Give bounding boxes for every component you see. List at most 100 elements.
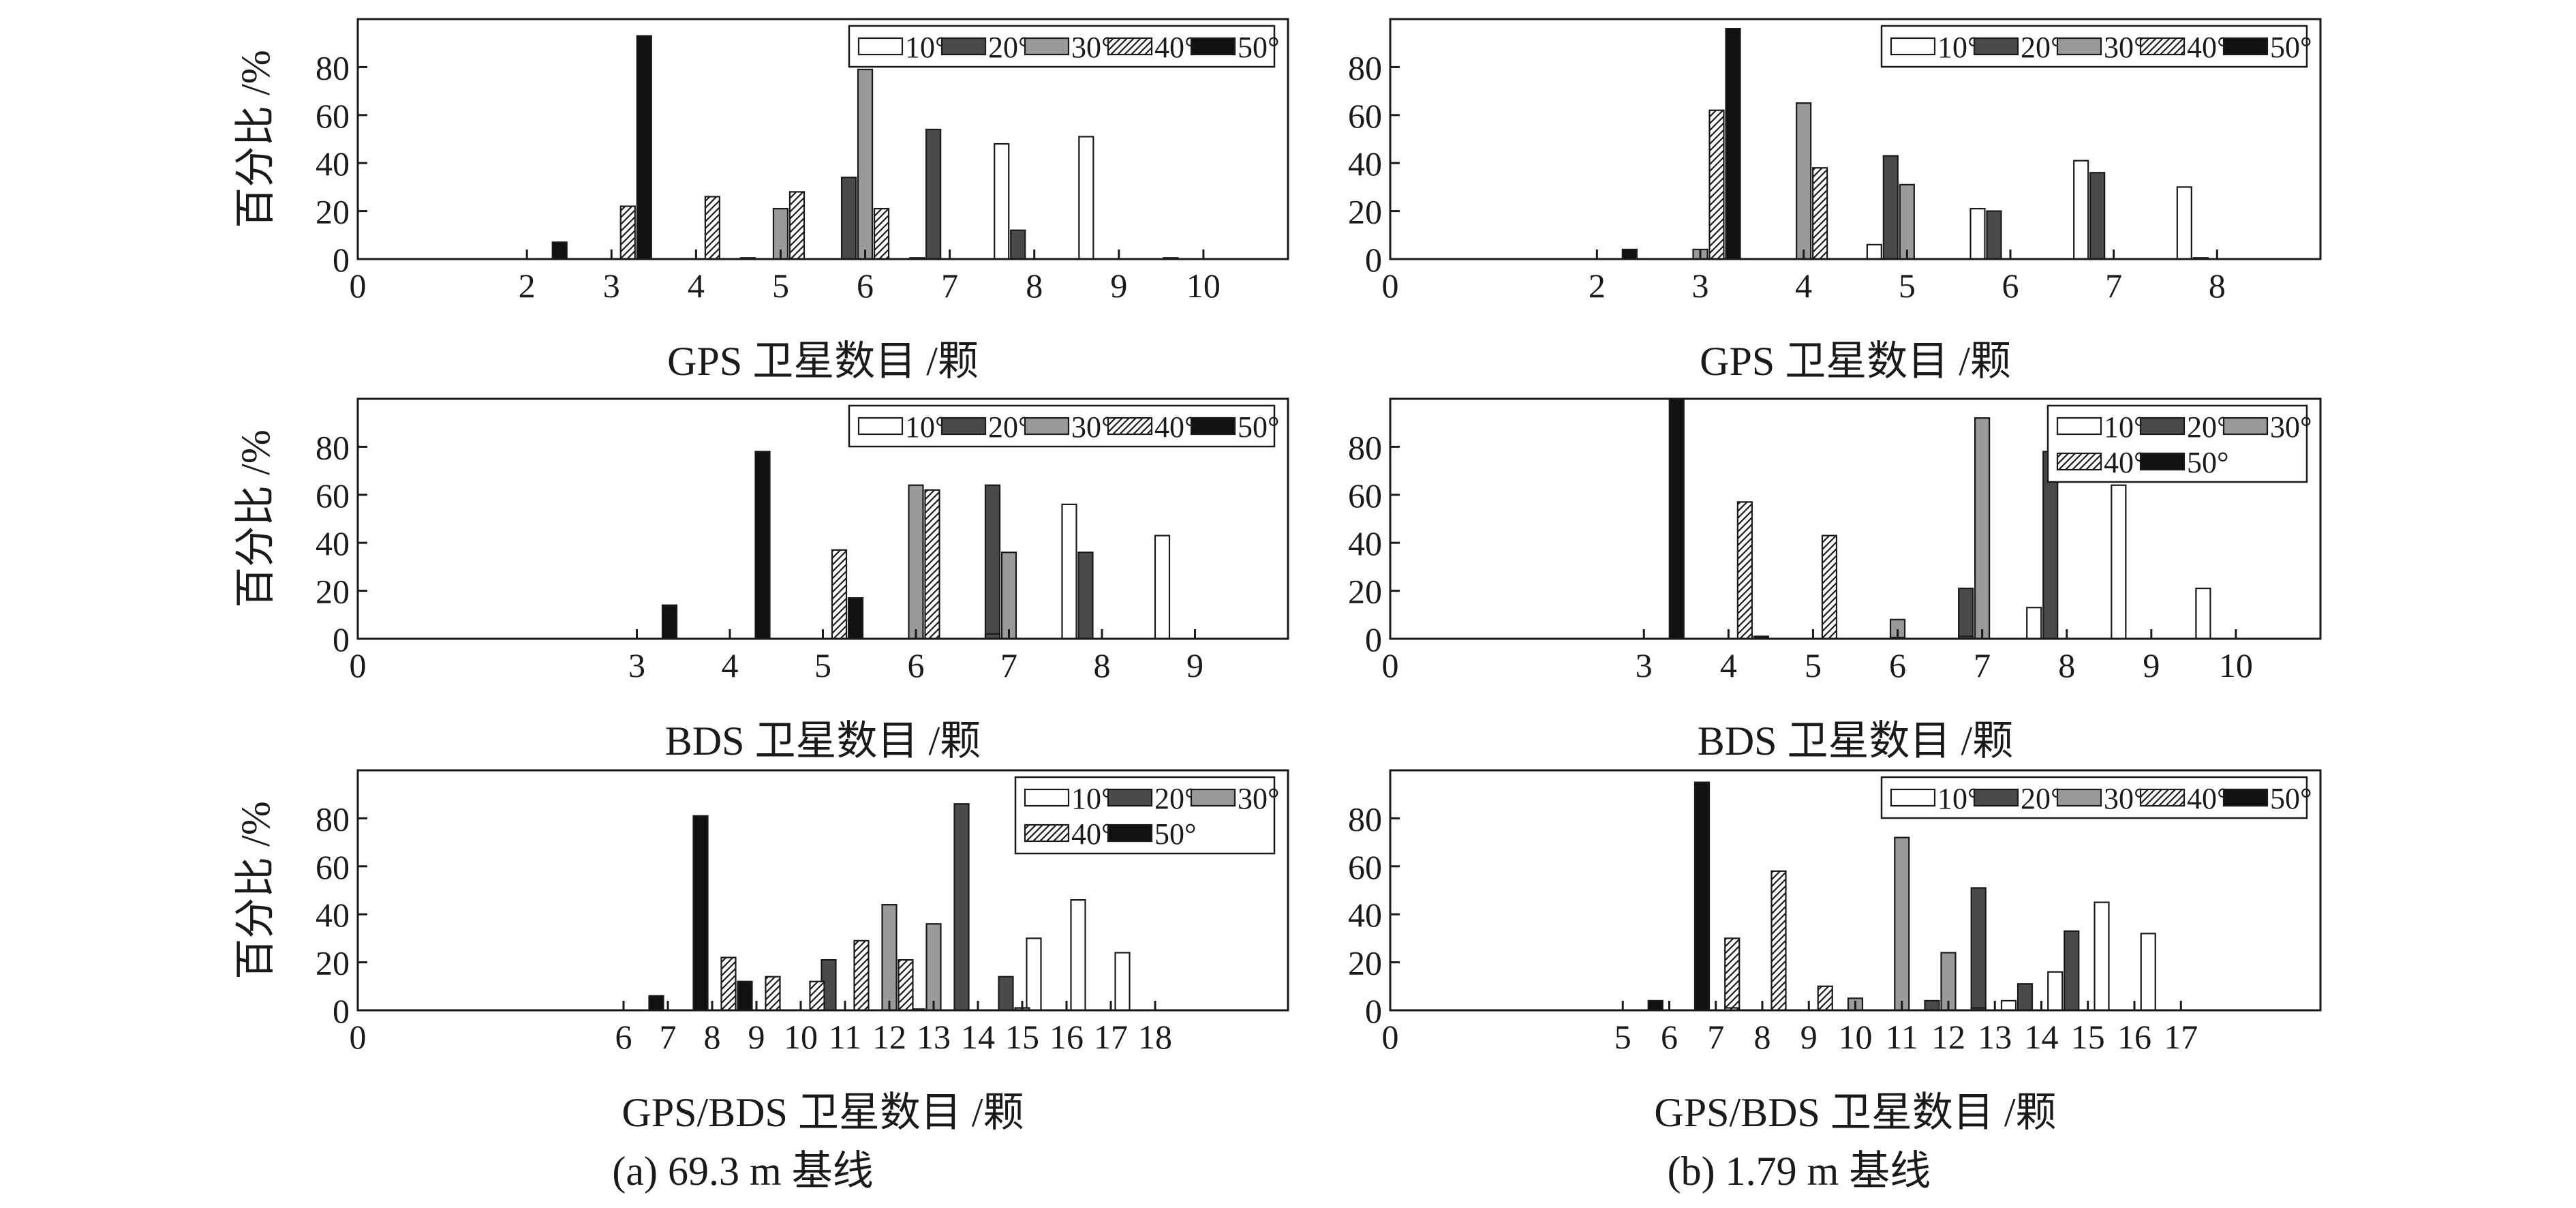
- legend-swatch-40: [1107, 417, 1153, 436]
- legend-swatch-10: [1024, 788, 1070, 807]
- x-tick-label: 0: [1382, 1018, 1399, 1056]
- y-tick-label: 60: [1348, 97, 1382, 135]
- legend-label-40: 40°: [2187, 782, 2229, 815]
- legend-swatch-50: [1190, 37, 1236, 56]
- legend-b-gps: 10° 20° 30° 40° 50°: [1880, 25, 2312, 68]
- bar-b-gps-20-x6: [1986, 210, 2002, 260]
- legend-label-30: 30°: [1071, 410, 1114, 444]
- bar-b-bds-40-x5: [1821, 534, 1838, 640]
- legend-label-20: 20°: [2187, 410, 2229, 444]
- legend-a-gps: 10° 20° 30° 40° 50°: [848, 25, 1280, 68]
- bar-b-bds-10-x9: [2111, 484, 2127, 640]
- legend-label-10: 10°: [905, 410, 947, 444]
- legend-swatch-10: [2056, 417, 2102, 436]
- bar-a-gpsbds-50-x7: [692, 815, 709, 1012]
- bar-a-gpsbds-40-x12: [898, 958, 914, 1012]
- y-tick-label: 60: [316, 848, 350, 886]
- bar-a-bds-30-x7: [1000, 552, 1017, 640]
- bar-b-gpsbds-10-x15: [2047, 971, 2064, 1012]
- bar-b-gps-30-x4: [1796, 102, 1812, 260]
- x-tick-label: 6: [2002, 267, 2019, 305]
- bar-a-gps-40-x4: [704, 196, 720, 260]
- y-tick-label: 40: [1348, 145, 1382, 183]
- x-tick-label: 5: [772, 267, 789, 305]
- legend-label-10: 10°: [1071, 782, 1114, 815]
- bar-b-gpsbds-40-x7: [1724, 937, 1741, 1012]
- legend-label-50: 50°: [2187, 446, 2229, 479]
- x-tick-label: 10: [2219, 646, 2253, 684]
- x-axis-label: GPS 卫星数目 /颗: [1700, 339, 2011, 384]
- legend-swatch-50: [1190, 417, 1236, 436]
- x-tick-label: 2: [1589, 267, 1606, 305]
- bar-b-gpsbds-40-x9: [1817, 985, 1833, 1012]
- bar-a-bds-30-x6: [908, 484, 924, 640]
- bar-a-bds-20-x8: [1077, 552, 1094, 640]
- legend-label-20: 20°: [1154, 782, 1197, 815]
- legend-swatch-50: [2222, 37, 2269, 56]
- x-tick-label: 18: [1138, 1018, 1172, 1056]
- x-tick-label: 0: [350, 267, 367, 305]
- x-tick-label: 17: [1094, 1018, 1128, 1056]
- plot-frame: [1389, 397, 2322, 640]
- x-tick-label: 6: [857, 267, 874, 305]
- bar-b-gpsbds-20-x14: [2017, 983, 2034, 1012]
- legend-swatch-20: [940, 37, 987, 56]
- legend-label-40: 40°: [1154, 31, 1197, 64]
- x-tick-label: 9: [1110, 267, 1127, 305]
- bar-a-bds-50-x4: [754, 451, 771, 640]
- legend-swatch-30: [2222, 417, 2269, 436]
- bar-b-gpsbds-40-x8: [1770, 870, 1787, 1012]
- x-tick-label: 0: [1382, 646, 1399, 684]
- x-tick-label: 13: [1978, 1018, 2012, 1056]
- bar-a-gps-20-x7: [925, 128, 942, 260]
- x-tick-label: 6: [1889, 646, 1906, 684]
- bar-a-gps-10-x8: [994, 142, 1010, 260]
- plot-frame: [1389, 18, 2322, 260]
- legend-swatch-50: [2222, 788, 2269, 807]
- y-axis-label: 百分比 /%: [233, 801, 278, 980]
- bar-a-gpsbds-40-x8: [720, 956, 737, 1012]
- bar-a-gps-30-x6: [857, 68, 874, 260]
- legend-label-50: 50°: [1238, 31, 1280, 64]
- legend-swatch-50: [2139, 452, 2186, 471]
- x-tick-label: 7: [2105, 267, 2122, 305]
- y-tick-label: 0: [333, 992, 350, 1030]
- x-tick-label: 3: [628, 646, 645, 684]
- bar-a-gpsbds-10-x18: [1114, 952, 1131, 1012]
- legend-swatch-50: [1107, 824, 1153, 843]
- y-tick-label: 40: [316, 524, 350, 562]
- y-tick-label: 20: [316, 573, 350, 611]
- bar-b-gps-10-x5: [1866, 243, 1882, 260]
- bar-a-gpsbds-20-x15: [998, 976, 1014, 1012]
- bar-a-bds-40-x5: [831, 549, 848, 640]
- legend-swatch-40: [1024, 824, 1070, 843]
- bar-b-gpsbds-50-x5: [1647, 999, 1663, 1012]
- bar-a-gpsbds-30-x13: [925, 923, 942, 1012]
- bar-a-gpsbds-40-x10: [809, 980, 825, 1012]
- y-tick-label: 20: [1348, 573, 1382, 611]
- x-tick-label: 8: [2058, 646, 2075, 684]
- x-axis-label: BDS 卫星数目 /颗: [1698, 719, 2013, 764]
- legend-label-50: 50°: [1238, 410, 1280, 444]
- legend-label-40: 40°: [2104, 446, 2146, 479]
- x-tick-label: 3: [1692, 267, 1709, 305]
- bar-b-gps-10-x7: [2073, 160, 2089, 260]
- y-tick-label: 40: [316, 145, 350, 183]
- bar-a-gps-50-x3: [636, 35, 652, 260]
- bar-b-gps-30-x5: [1899, 183, 1915, 260]
- bar-b-gpsbds-20-x13: [1970, 887, 1987, 1012]
- bar-a-gps-40-x6: [873, 207, 890, 260]
- x-tick-label: 2: [519, 267, 536, 305]
- bar-a-gpsbds-10-x16: [1026, 937, 1042, 1012]
- y-tick-label: 20: [316, 944, 350, 982]
- x-tick-label: 6: [908, 646, 925, 684]
- x-tick-label: 8: [1754, 1018, 1771, 1056]
- bar-b-gpsbds-50-x6: [1693, 781, 1711, 1012]
- y-tick-label: 80: [1348, 428, 1382, 466]
- bar-a-gpsbds-50-x6: [648, 995, 664, 1012]
